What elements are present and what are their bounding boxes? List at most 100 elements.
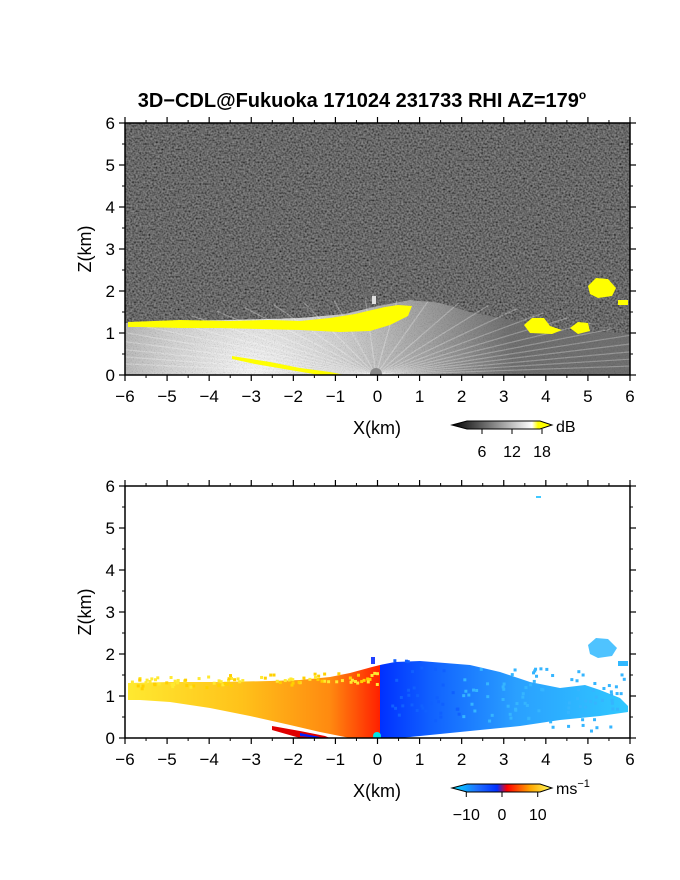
velocity-speckle bbox=[515, 702, 519, 706]
y-tick-label: 4 bbox=[106, 561, 115, 580]
colorbar-tick-label: 12 bbox=[503, 444, 521, 461]
x-tick-label: 4 bbox=[541, 750, 550, 769]
velocity-speckle bbox=[535, 674, 539, 678]
x-tick-label: 5 bbox=[583, 387, 592, 406]
velocity-speckle bbox=[153, 683, 157, 687]
velocity-speckle bbox=[269, 673, 273, 677]
velocity-speckle bbox=[521, 695, 525, 699]
y-tick-label: 3 bbox=[106, 240, 115, 259]
velocity-speckle bbox=[451, 691, 455, 695]
velocity-speckle bbox=[475, 689, 479, 693]
velocity-speckle bbox=[577, 670, 581, 674]
colorbar-tick-label: −10 bbox=[453, 807, 480, 824]
velocity-speckle bbox=[291, 678, 295, 682]
velocity-speckle bbox=[350, 678, 354, 682]
velocity-speckle bbox=[360, 680, 364, 684]
velocity-speckle bbox=[581, 718, 585, 722]
x-tick-label: −3 bbox=[242, 750, 261, 769]
velocity-speckle bbox=[435, 696, 439, 700]
x-tick-label: 5 bbox=[583, 750, 592, 769]
velocity-speckle bbox=[589, 700, 593, 704]
x-tick-label: 4 bbox=[541, 387, 550, 406]
velocity-speckle bbox=[523, 701, 527, 705]
velocity-speckle bbox=[534, 667, 538, 671]
velocity-speckle bbox=[532, 679, 536, 683]
velocity-speckle bbox=[581, 723, 585, 727]
colorbar-tick-label: 18 bbox=[533, 444, 551, 461]
velocity-speckle bbox=[593, 701, 597, 705]
velocity-speckle bbox=[136, 684, 140, 688]
velocity-speckle bbox=[549, 720, 553, 724]
x-tick-label: 2 bbox=[457, 750, 466, 769]
velocity-speckle bbox=[176, 678, 180, 682]
velocity-speckle bbox=[302, 676, 306, 680]
velocity-speckle bbox=[486, 695, 490, 699]
velocity-speckle bbox=[509, 716, 513, 720]
velocity-speckle bbox=[581, 673, 585, 677]
velocity-speckle bbox=[442, 669, 446, 673]
velocity-speckle bbox=[551, 674, 555, 678]
velocity-speckle bbox=[464, 689, 468, 693]
velocity-speckle bbox=[275, 679, 279, 683]
velocity-speckle bbox=[366, 677, 370, 681]
velocity-speckle bbox=[577, 688, 581, 692]
velocity-speckle bbox=[567, 710, 571, 714]
velocity-speckle bbox=[404, 659, 408, 663]
velocity-speckle bbox=[545, 667, 549, 671]
x-tick-label: −1 bbox=[326, 750, 345, 769]
velocity-speckle bbox=[335, 680, 339, 684]
velocity-speckle bbox=[527, 717, 531, 721]
velocity-speckle bbox=[502, 682, 506, 686]
velocity-speckle bbox=[570, 678, 574, 682]
velocity-speckle bbox=[348, 676, 352, 680]
x-tick-label: 1 bbox=[415, 750, 424, 769]
velocity-speckle bbox=[490, 713, 494, 717]
velocity-speckle bbox=[609, 725, 613, 729]
velocity-speckle bbox=[219, 680, 223, 684]
velocity-speckle bbox=[138, 678, 142, 682]
velocity-speckle bbox=[297, 680, 301, 684]
snr-x-tick-labels: −6 −5 −4 −3 −2 −1 0 1 2 3 4 5 6 bbox=[115, 387, 634, 406]
velocity-speckle bbox=[150, 677, 154, 681]
snr-colorbar: 6 12 18 dB bbox=[450, 419, 576, 461]
y-tick-label: 1 bbox=[106, 687, 115, 706]
velocity-speckle bbox=[611, 707, 615, 711]
x-tick-label: 0 bbox=[373, 387, 382, 406]
snr-patch-upper bbox=[588, 278, 616, 298]
velocity-speckle bbox=[217, 684, 221, 688]
x-tick-label: 6 bbox=[625, 750, 634, 769]
velocity-red-edge bbox=[272, 726, 330, 738]
velocity-speckle bbox=[609, 690, 613, 694]
velocity-speckle bbox=[170, 683, 174, 687]
y-tick-label: 5 bbox=[106, 156, 115, 175]
velocity-speckle bbox=[407, 693, 411, 697]
x-tick-label: −6 bbox=[115, 387, 134, 406]
snr-colorbar-unit: dB bbox=[556, 419, 576, 436]
velocity-speckle bbox=[583, 705, 587, 709]
velocity-speckle bbox=[513, 668, 517, 672]
velocity-speckle bbox=[455, 707, 459, 711]
velocity-speckle bbox=[157, 682, 161, 686]
velocity-speckle bbox=[230, 676, 234, 680]
velocity-speckle bbox=[576, 697, 580, 701]
velocity-speckle bbox=[227, 677, 231, 681]
velocity-speckle bbox=[323, 672, 327, 676]
velocity-speckle bbox=[441, 683, 445, 687]
velocity-speckle bbox=[337, 672, 341, 676]
velocity-speckle bbox=[593, 718, 597, 722]
velocity-speckle bbox=[397, 713, 401, 717]
velocity-speckle bbox=[327, 680, 331, 684]
velocity-plot-area bbox=[125, 486, 630, 738]
colorbar-tick-label: 6 bbox=[478, 444, 487, 461]
y-tick-label: 5 bbox=[106, 519, 115, 538]
velocity-speckle bbox=[173, 679, 177, 683]
x-tick-label: −1 bbox=[326, 387, 345, 406]
velocity-speckle bbox=[593, 681, 597, 685]
velocity-speckle bbox=[470, 702, 474, 706]
velocity-speckle bbox=[375, 682, 379, 686]
velocity-speckle bbox=[501, 697, 505, 701]
velocity-speckle bbox=[589, 729, 593, 733]
velocity-speckle bbox=[594, 695, 598, 699]
velocity-speckle bbox=[185, 684, 189, 688]
velocity-speckle bbox=[192, 684, 196, 688]
